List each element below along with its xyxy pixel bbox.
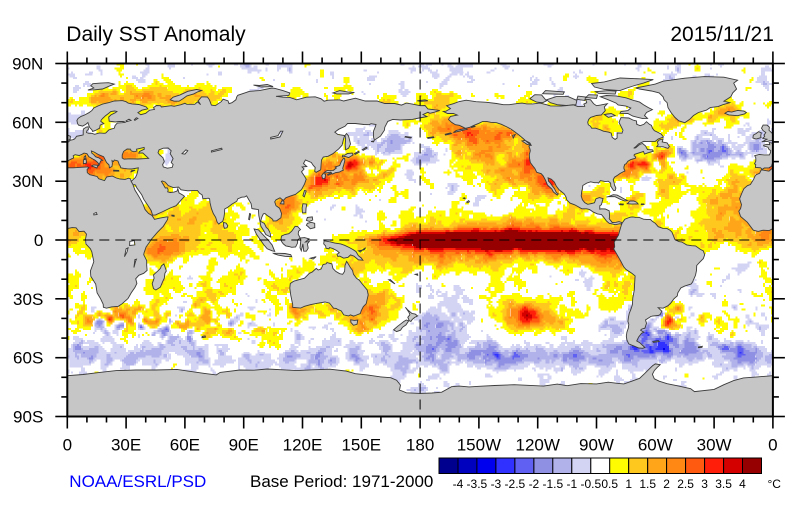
svg-text:180: 180 <box>406 436 434 455</box>
svg-text:-0.5: -0.5 <box>580 477 601 491</box>
svg-text:90W: 90W <box>579 436 614 455</box>
svg-text:-1.5: -1.5 <box>542 477 563 491</box>
svg-text:-1: -1 <box>566 477 577 491</box>
svg-text:150E: 150E <box>341 436 381 455</box>
svg-text:1: 1 <box>625 477 632 491</box>
svg-text:90N: 90N <box>12 55 43 74</box>
svg-text:30E: 30E <box>111 436 141 455</box>
svg-text:-2.5: -2.5 <box>505 477 526 491</box>
svg-text:-3: -3 <box>491 477 502 491</box>
svg-text:NOAA/ESRL/PSD: NOAA/ESRL/PSD <box>69 472 206 491</box>
svg-text:0: 0 <box>63 436 72 455</box>
svg-text:30N: 30N <box>12 172 43 191</box>
svg-text:4: 4 <box>739 477 746 491</box>
svg-text:90S: 90S <box>13 408 43 427</box>
svg-text:-2: -2 <box>529 477 540 491</box>
svg-text:2.5: 2.5 <box>677 477 694 491</box>
svg-text:2015/11/21: 2015/11/21 <box>670 23 774 46</box>
svg-text:Daily SST Anomaly: Daily SST Anomaly <box>66 23 246 46</box>
svg-text:60W: 60W <box>638 436 673 455</box>
svg-text:120E: 120E <box>283 436 323 455</box>
svg-text:60E: 60E <box>170 436 200 455</box>
svg-text:0: 0 <box>34 231 43 250</box>
svg-text:60S: 60S <box>13 349 43 368</box>
svg-text:2: 2 <box>663 477 670 491</box>
svg-text:°C: °C <box>768 477 782 491</box>
svg-text:3: 3 <box>701 477 708 491</box>
svg-text:1.5: 1.5 <box>639 477 656 491</box>
svg-text:0.5: 0.5 <box>601 477 618 491</box>
svg-text:Base Period: 1971-2000: Base Period: 1971-2000 <box>250 472 433 491</box>
svg-text:3.5: 3.5 <box>715 477 732 491</box>
svg-text:30S: 30S <box>13 290 43 309</box>
svg-text:0: 0 <box>768 436 777 455</box>
svg-text:90E: 90E <box>229 436 259 455</box>
svg-text:60N: 60N <box>12 113 43 132</box>
svg-text:150W: 150W <box>457 436 501 455</box>
svg-text:120W: 120W <box>515 436 559 455</box>
svg-text:-3.5: -3.5 <box>467 477 488 491</box>
svg-text:-4: -4 <box>453 477 464 491</box>
svg-text:30W: 30W <box>697 436 732 455</box>
